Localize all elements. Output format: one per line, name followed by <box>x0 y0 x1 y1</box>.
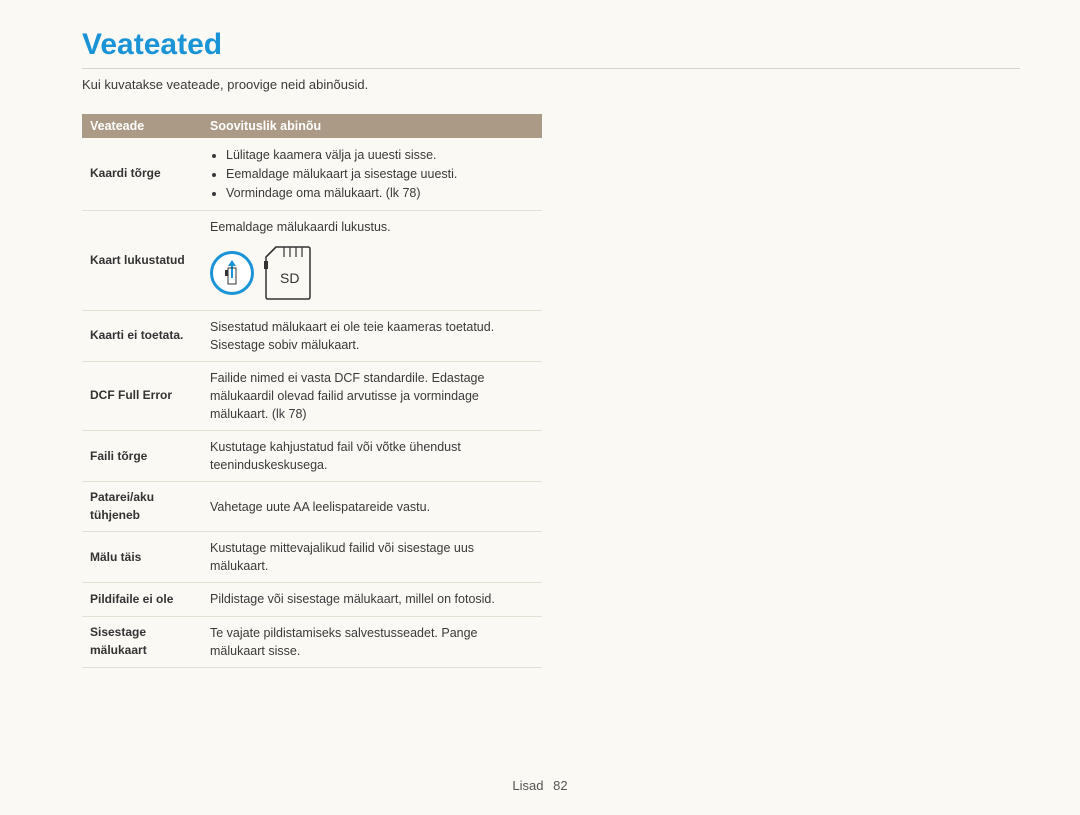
sd-card-illustration: SD <box>210 243 534 303</box>
suggestion-item: Vormindage oma mälukaart. (lk 78) <box>226 184 534 202</box>
table-header-row: Veateade Soovituslik abinõu <box>82 114 542 138</box>
table-row: Kaart lukustatudEemaldage mälukaardi luk… <box>82 211 542 310</box>
sd-label-text: SD <box>280 270 299 286</box>
row-value: Pildistage või sisestage mälukaart, mill… <box>202 583 542 616</box>
table-row: Kaardi tõrgeLülitage kaamera välja ja uu… <box>82 138 542 211</box>
row-label: Sisestage mälukaart <box>82 616 202 667</box>
row-text: Eemaldage mälukaardi lukustus. <box>210 218 534 236</box>
table-row: Mälu täisKustutage mittevajalikud failid… <box>82 532 542 583</box>
table-row: Sisestage mälukaartTe vajate pildistamis… <box>82 616 542 667</box>
row-value: Sisestatud mälukaart ei ole teie kaamera… <box>202 310 542 361</box>
row-label: Patarei/aku tühjeneb <box>82 482 202 532</box>
row-label: Kaarti ei toetata. <box>82 310 202 361</box>
document-page: Veateated Kui kuvatakse veateade, proovi… <box>0 0 1080 668</box>
row-value: Eemaldage mälukaardi lukustus. SD <box>202 211 542 310</box>
row-value: Kustutage mittevajalikud failid või sise… <box>202 532 542 583</box>
header-col2: Soovituslik abinõu <box>202 114 542 138</box>
table-row: DCF Full ErrorFailide nimed ei vasta DCF… <box>82 361 542 430</box>
suggestion-item: Eemaldage mälukaart ja sisestage uuesti. <box>226 165 534 183</box>
table-row: Patarei/aku tühjenebVahetage uute AA lee… <box>82 482 542 532</box>
row-label: Kaart lukustatud <box>82 211 202 310</box>
row-label: Kaardi tõrge <box>82 138 202 211</box>
footer-label: Lisad <box>512 778 543 793</box>
row-label: Faili tõrge <box>82 431 202 482</box>
footer-page-number: 82 <box>553 778 567 793</box>
row-label: DCF Full Error <box>82 361 202 430</box>
suggestion-list: Lülitage kaamera välja ja uuesti sisse.E… <box>210 146 534 202</box>
header-col1: Veateade <box>82 114 202 138</box>
table-row: Pildifaile ei olePildistage või sisestag… <box>82 583 542 616</box>
page-subtitle: Kui kuvatakse veateade, proovige neid ab… <box>82 77 1020 92</box>
row-value: Te vajate pildistamiseks salvestusseadet… <box>202 616 542 667</box>
title-rule <box>82 68 1020 69</box>
sd-card-icon: SD <box>262 243 312 303</box>
row-value: Lülitage kaamera välja ja uuesti sisse.E… <box>202 138 542 211</box>
table-body: Kaardi tõrgeLülitage kaamera välja ja uu… <box>82 138 542 667</box>
page-title: Veateated <box>82 28 1020 62</box>
sd-switch-icon <box>222 258 242 288</box>
row-value: Kustutage kahjustatud fail või võtke ühe… <box>202 431 542 482</box>
table-row: Faili tõrgeKustutage kahjustatud fail võ… <box>82 431 542 482</box>
error-table: Veateade Soovituslik abinõu Kaardi tõrge… <box>82 114 542 668</box>
page-footer: Lisad 82 <box>0 778 1080 793</box>
suggestion-item: Lülitage kaamera välja ja uuesti sisse. <box>226 146 534 164</box>
row-value: Vahetage uute AA leelispatareide vastu. <box>202 482 542 532</box>
row-label: Pildifaile ei ole <box>82 583 202 616</box>
row-label: Mälu täis <box>82 532 202 583</box>
row-value: Failide nimed ei vasta DCF standardile. … <box>202 361 542 430</box>
lock-switch-highlight <box>210 251 254 295</box>
table-row: Kaarti ei toetata.Sisestatud mälukaart e… <box>82 310 542 361</box>
